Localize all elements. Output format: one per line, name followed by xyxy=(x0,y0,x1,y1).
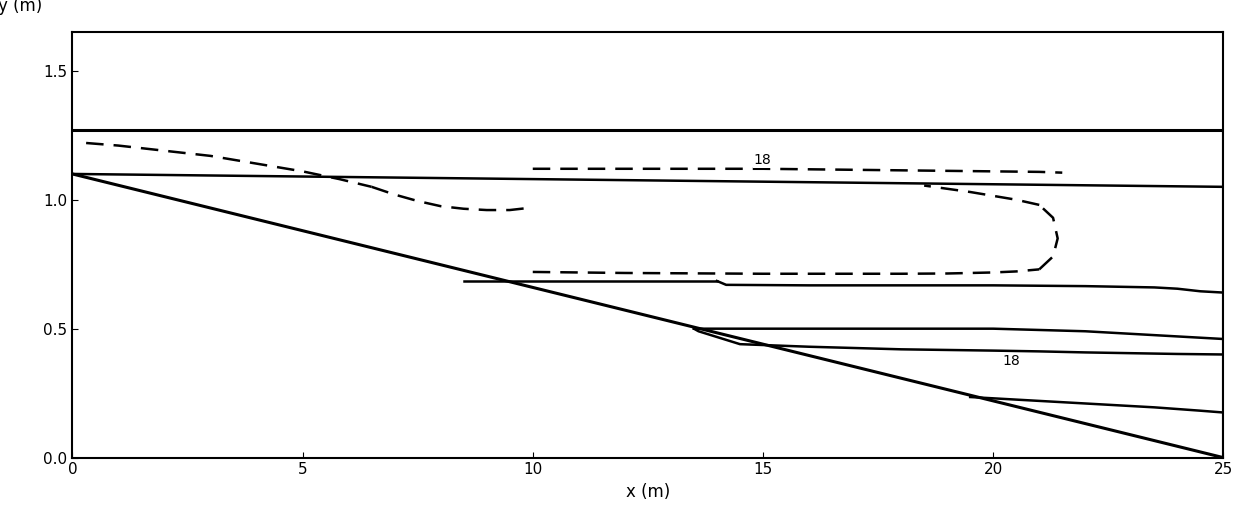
Text: 18: 18 xyxy=(1002,354,1021,368)
Text: 18: 18 xyxy=(754,153,771,168)
Y-axis label: y (m): y (m) xyxy=(0,0,42,15)
X-axis label: x (m): x (m) xyxy=(626,483,670,501)
